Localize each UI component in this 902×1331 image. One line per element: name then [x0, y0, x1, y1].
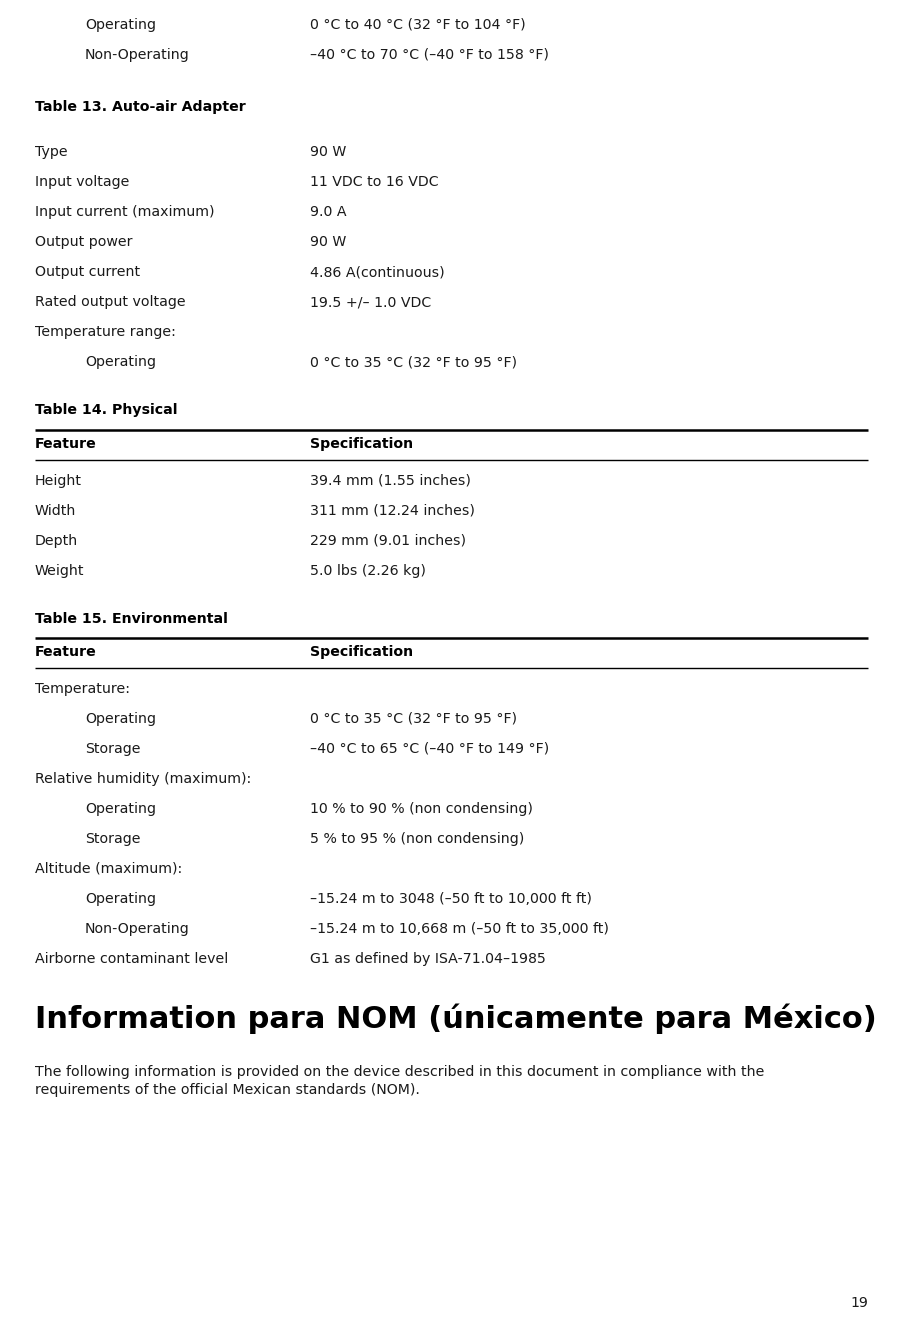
Text: Table 14. Physical: Table 14. Physical	[35, 403, 178, 417]
Text: –15.24 m to 3048 (–50 ft to 10,000 ft ft): –15.24 m to 3048 (–50 ft to 10,000 ft ft…	[309, 892, 591, 906]
Text: Input current (maximum): Input current (maximum)	[35, 205, 215, 220]
Text: 0 °C to 35 °C (32 °F to 95 °F): 0 °C to 35 °C (32 °F to 95 °F)	[309, 355, 517, 369]
Text: Specification: Specification	[309, 437, 413, 451]
Text: Width: Width	[35, 504, 77, 518]
Text: –15.24 m to 10,668 m (–50 ft to 35,000 ft): –15.24 m to 10,668 m (–50 ft to 35,000 f…	[309, 922, 608, 936]
Text: Feature: Feature	[35, 646, 97, 659]
Text: Output power: Output power	[35, 236, 133, 249]
Text: Operating: Operating	[85, 712, 156, 725]
Text: Table 15. Environmental: Table 15. Environmental	[35, 612, 227, 626]
Text: Operating: Operating	[85, 355, 156, 369]
Text: Input voltage: Input voltage	[35, 174, 129, 189]
Text: 39.4 mm (1.55 inches): 39.4 mm (1.55 inches)	[309, 474, 470, 488]
Text: Relative humidity (maximum):: Relative humidity (maximum):	[35, 772, 251, 787]
Text: G1 as defined by ISA-71.04–1985: G1 as defined by ISA-71.04–1985	[309, 952, 546, 966]
Text: requirements of the official Mexican standards (NOM).: requirements of the official Mexican sta…	[35, 1083, 419, 1097]
Text: Specification: Specification	[309, 646, 413, 659]
Text: Storage: Storage	[85, 832, 141, 847]
Text: 19.5 +/– 1.0 VDC: 19.5 +/– 1.0 VDC	[309, 295, 431, 309]
Text: Temperature:: Temperature:	[35, 681, 130, 696]
Text: 19: 19	[849, 1296, 867, 1310]
Text: Information para NOM (únicamente para México): Information para NOM (únicamente para Mé…	[35, 1004, 876, 1033]
Text: 9.0 A: 9.0 A	[309, 205, 346, 220]
Text: 90 W: 90 W	[309, 236, 346, 249]
Text: –40 °C to 70 °C (–40 °F to 158 °F): –40 °C to 70 °C (–40 °F to 158 °F)	[309, 48, 548, 63]
Text: Non-Operating: Non-Operating	[85, 48, 189, 63]
Text: Operating: Operating	[85, 19, 156, 32]
Text: 311 mm (12.24 inches): 311 mm (12.24 inches)	[309, 504, 474, 518]
Text: Feature: Feature	[35, 437, 97, 451]
Text: Table 13. Auto-air Adapter: Table 13. Auto-air Adapter	[35, 100, 245, 114]
Text: Type: Type	[35, 145, 68, 158]
Text: The following information is provided on the device described in this document i: The following information is provided on…	[35, 1065, 763, 1079]
Text: Operating: Operating	[85, 803, 156, 816]
Text: 5.0 lbs (2.26 kg): 5.0 lbs (2.26 kg)	[309, 564, 426, 578]
Text: Altitude (maximum):: Altitude (maximum):	[35, 862, 182, 876]
Text: 4.86 A(continuous): 4.86 A(continuous)	[309, 265, 444, 280]
Text: –40 °C to 65 °C (–40 °F to 149 °F): –40 °C to 65 °C (–40 °F to 149 °F)	[309, 741, 548, 756]
Text: Weight: Weight	[35, 564, 85, 578]
Text: 0 °C to 35 °C (32 °F to 95 °F): 0 °C to 35 °C (32 °F to 95 °F)	[309, 712, 517, 725]
Text: Depth: Depth	[35, 534, 78, 548]
Text: 90 W: 90 W	[309, 145, 346, 158]
Text: Operating: Operating	[85, 892, 156, 906]
Text: Height: Height	[35, 474, 82, 488]
Text: Storage: Storage	[85, 741, 141, 756]
Text: 10 % to 90 % (non condensing): 10 % to 90 % (non condensing)	[309, 803, 532, 816]
Text: Airborne contaminant level: Airborne contaminant level	[35, 952, 228, 966]
Text: Rated output voltage: Rated output voltage	[35, 295, 186, 309]
Text: 229 mm (9.01 inches): 229 mm (9.01 inches)	[309, 534, 465, 548]
Text: 5 % to 95 % (non condensing): 5 % to 95 % (non condensing)	[309, 832, 524, 847]
Text: Non-Operating: Non-Operating	[85, 922, 189, 936]
Text: Temperature range:: Temperature range:	[35, 325, 176, 339]
Text: 11 VDC to 16 VDC: 11 VDC to 16 VDC	[309, 174, 438, 189]
Text: Output current: Output current	[35, 265, 140, 280]
Text: 0 °C to 40 °C (32 °F to 104 °F): 0 °C to 40 °C (32 °F to 104 °F)	[309, 19, 525, 32]
